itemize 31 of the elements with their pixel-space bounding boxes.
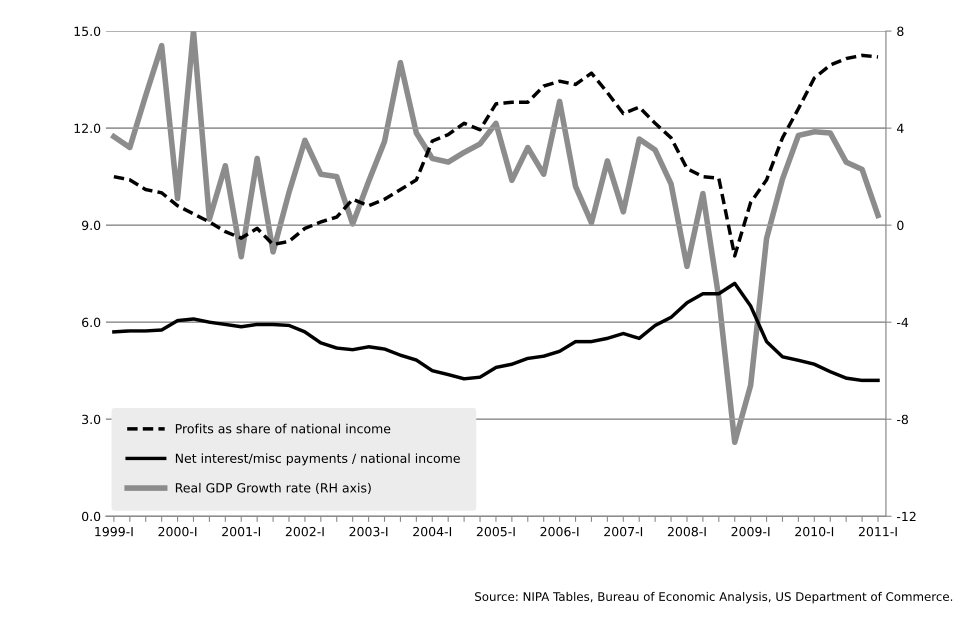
y-tick-label: 0.0 [82,512,100,522]
x-tick-label: 2003-I [350,526,388,536]
y2-tick-label: -4 [896,318,908,327]
x-tick-label: 2004-I [413,526,452,536]
legend-label: Net interest/misc payments / national income [176,453,460,466]
x-tick-label: 1999-I [95,526,133,536]
x-tick-label: 2010-I [795,526,834,536]
source-note: Source: NIPA Tables, Bureau of Economic Analysis, US Department of Commerce. [475,592,952,604]
y2-tick-label: 4 [896,124,904,133]
x-tick-label: 2002-I [286,526,324,536]
x-tick-label: 2007-I [604,526,642,536]
y2-tick-label: -12 [896,512,916,522]
y2-tick-label: 0 [897,220,904,230]
x-tick-label: 2011-I [858,526,897,536]
y-tick-label: 6.0 [82,318,100,328]
x-tick-label: 2001-I [222,526,260,536]
y2-tick-label: -8 [896,414,908,424]
y-tick-label: 3.0 [82,414,100,424]
x-tick-label: 2005-I [476,526,515,536]
x-tick-label: 2000-I [158,526,196,536]
x-tick-label: 2009-I [732,526,770,536]
y-tick-label: 12.0 [74,124,100,134]
x-tick-label: 2006-I [540,526,578,536]
y-tick-label: 9.0 [82,220,100,230]
y-tick-label: 15.0 [74,26,100,36]
line-series [112,54,880,258]
legend-label: Profits as share of national income [176,424,390,434]
y2-tick-label: 8 [897,26,904,36]
legend-label: Real GDP Growth rate (RH axis) [176,482,371,494]
line-series [112,282,880,382]
x-tick-label: 2008-I [668,526,706,536]
